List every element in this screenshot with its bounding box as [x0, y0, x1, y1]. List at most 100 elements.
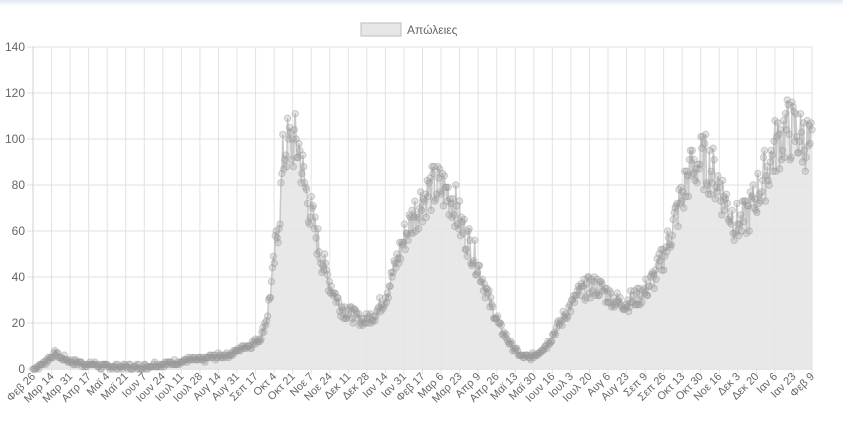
data-point[interactable] [434, 174, 443, 182]
data-point[interactable] [190, 353, 199, 362]
data-point[interactable] [57, 353, 66, 362]
data-point[interactable] [594, 291, 602, 300]
data-point[interactable] [714, 172, 722, 180]
data-point[interactable] [703, 181, 712, 189]
data-point[interactable] [665, 241, 674, 249]
data-point[interactable] [303, 199, 312, 208]
data-point[interactable] [256, 337, 264, 346]
data-point[interactable] [132, 360, 141, 369]
data-point[interactable] [69, 360, 77, 369]
data-point[interactable] [404, 236, 412, 244]
data-point[interactable] [415, 204, 424, 212]
data-point[interactable] [582, 294, 590, 302]
data-point[interactable] [707, 167, 715, 175]
data-point[interactable] [206, 351, 215, 359]
data-point[interactable] [374, 305, 382, 313]
data-point[interactable] [429, 169, 437, 178]
data-point[interactable] [607, 303, 616, 311]
data-point[interactable] [293, 153, 301, 162]
data-point[interactable] [348, 314, 356, 323]
data-point[interactable] [39, 358, 48, 366]
data-point[interactable] [760, 146, 769, 155]
data-point[interactable] [651, 266, 659, 274]
data-point[interactable] [487, 294, 495, 302]
data-point[interactable] [577, 280, 585, 288]
data-point[interactable] [731, 229, 739, 238]
data-point[interactable] [551, 330, 560, 339]
data-point[interactable] [131, 363, 140, 371]
data-point[interactable] [53, 349, 61, 357]
data-point[interactable] [31, 365, 39, 373]
data-point[interactable] [631, 300, 639, 309]
data-point[interactable] [409, 229, 417, 238]
data-point[interactable] [672, 202, 680, 210]
data-point[interactable] [696, 160, 704, 169]
data-point[interactable] [358, 321, 367, 329]
data-point[interactable] [619, 305, 627, 313]
data-point[interactable] [72, 356, 80, 364]
data-point[interactable] [133, 365, 142, 373]
data-point[interactable] [477, 277, 486, 286]
data-point[interactable] [168, 360, 177, 369]
data-point[interactable] [268, 264, 277, 272]
data-point[interactable] [237, 344, 245, 352]
data-point[interactable] [155, 363, 164, 371]
data-point[interactable] [191, 356, 200, 364]
data-point[interactable] [323, 271, 332, 279]
data-point[interactable] [775, 130, 783, 139]
data-point[interactable] [210, 351, 219, 359]
data-point[interactable] [722, 190, 731, 198]
data-point[interactable] [589, 277, 598, 286]
data-point[interactable] [189, 353, 198, 362]
data-point[interactable] [597, 277, 605, 286]
data-point[interactable] [102, 360, 110, 369]
data-point[interactable] [789, 103, 797, 111]
data-point[interactable] [749, 181, 757, 189]
data-point[interactable] [444, 183, 452, 192]
data-point[interactable] [198, 356, 206, 364]
data-point[interactable] [464, 227, 472, 235]
data-point[interactable] [508, 340, 516, 348]
data-point[interactable] [586, 294, 595, 302]
data-point[interactable] [64, 358, 72, 366]
data-point[interactable] [741, 197, 750, 205]
data-point[interactable] [475, 261, 484, 270]
data-point[interactable] [262, 321, 270, 329]
data-point[interactable] [412, 227, 420, 235]
data-point[interactable] [656, 257, 664, 265]
data-point[interactable] [559, 307, 567, 316]
data-point[interactable] [135, 365, 144, 373]
data-point[interactable] [304, 218, 313, 226]
data-point[interactable] [291, 110, 299, 118]
data-point[interactable] [359, 314, 368, 323]
data-point[interactable] [266, 294, 275, 302]
data-point[interactable] [84, 360, 92, 369]
data-point[interactable] [32, 365, 40, 373]
data-point[interactable] [142, 365, 150, 373]
data-point[interactable] [449, 195, 457, 203]
data-point[interactable] [629, 291, 638, 300]
data-point[interactable] [590, 273, 599, 281]
data-point[interactable] [506, 340, 514, 348]
data-point[interactable] [283, 114, 292, 123]
data-point[interactable] [272, 227, 280, 235]
data-point[interactable] [489, 303, 497, 311]
data-point[interactable] [296, 146, 304, 155]
data-point[interactable] [533, 351, 542, 359]
data-point[interactable] [627, 298, 636, 306]
data-point[interactable] [778, 146, 787, 155]
data-point[interactable] [320, 250, 329, 258]
data-point[interactable] [281, 156, 289, 164]
data-point[interactable] [759, 153, 768, 162]
data-point[interactable] [207, 353, 216, 362]
data-point[interactable] [122, 363, 130, 371]
data-point[interactable] [643, 291, 651, 300]
data-point[interactable] [403, 229, 411, 238]
data-point[interactable] [503, 335, 511, 343]
data-point[interactable] [507, 337, 515, 346]
data-point[interactable] [548, 337, 556, 346]
data-point[interactable] [416, 188, 425, 196]
data-point[interactable] [298, 169, 306, 178]
data-point[interactable] [482, 284, 490, 293]
data-point[interactable] [405, 211, 413, 219]
